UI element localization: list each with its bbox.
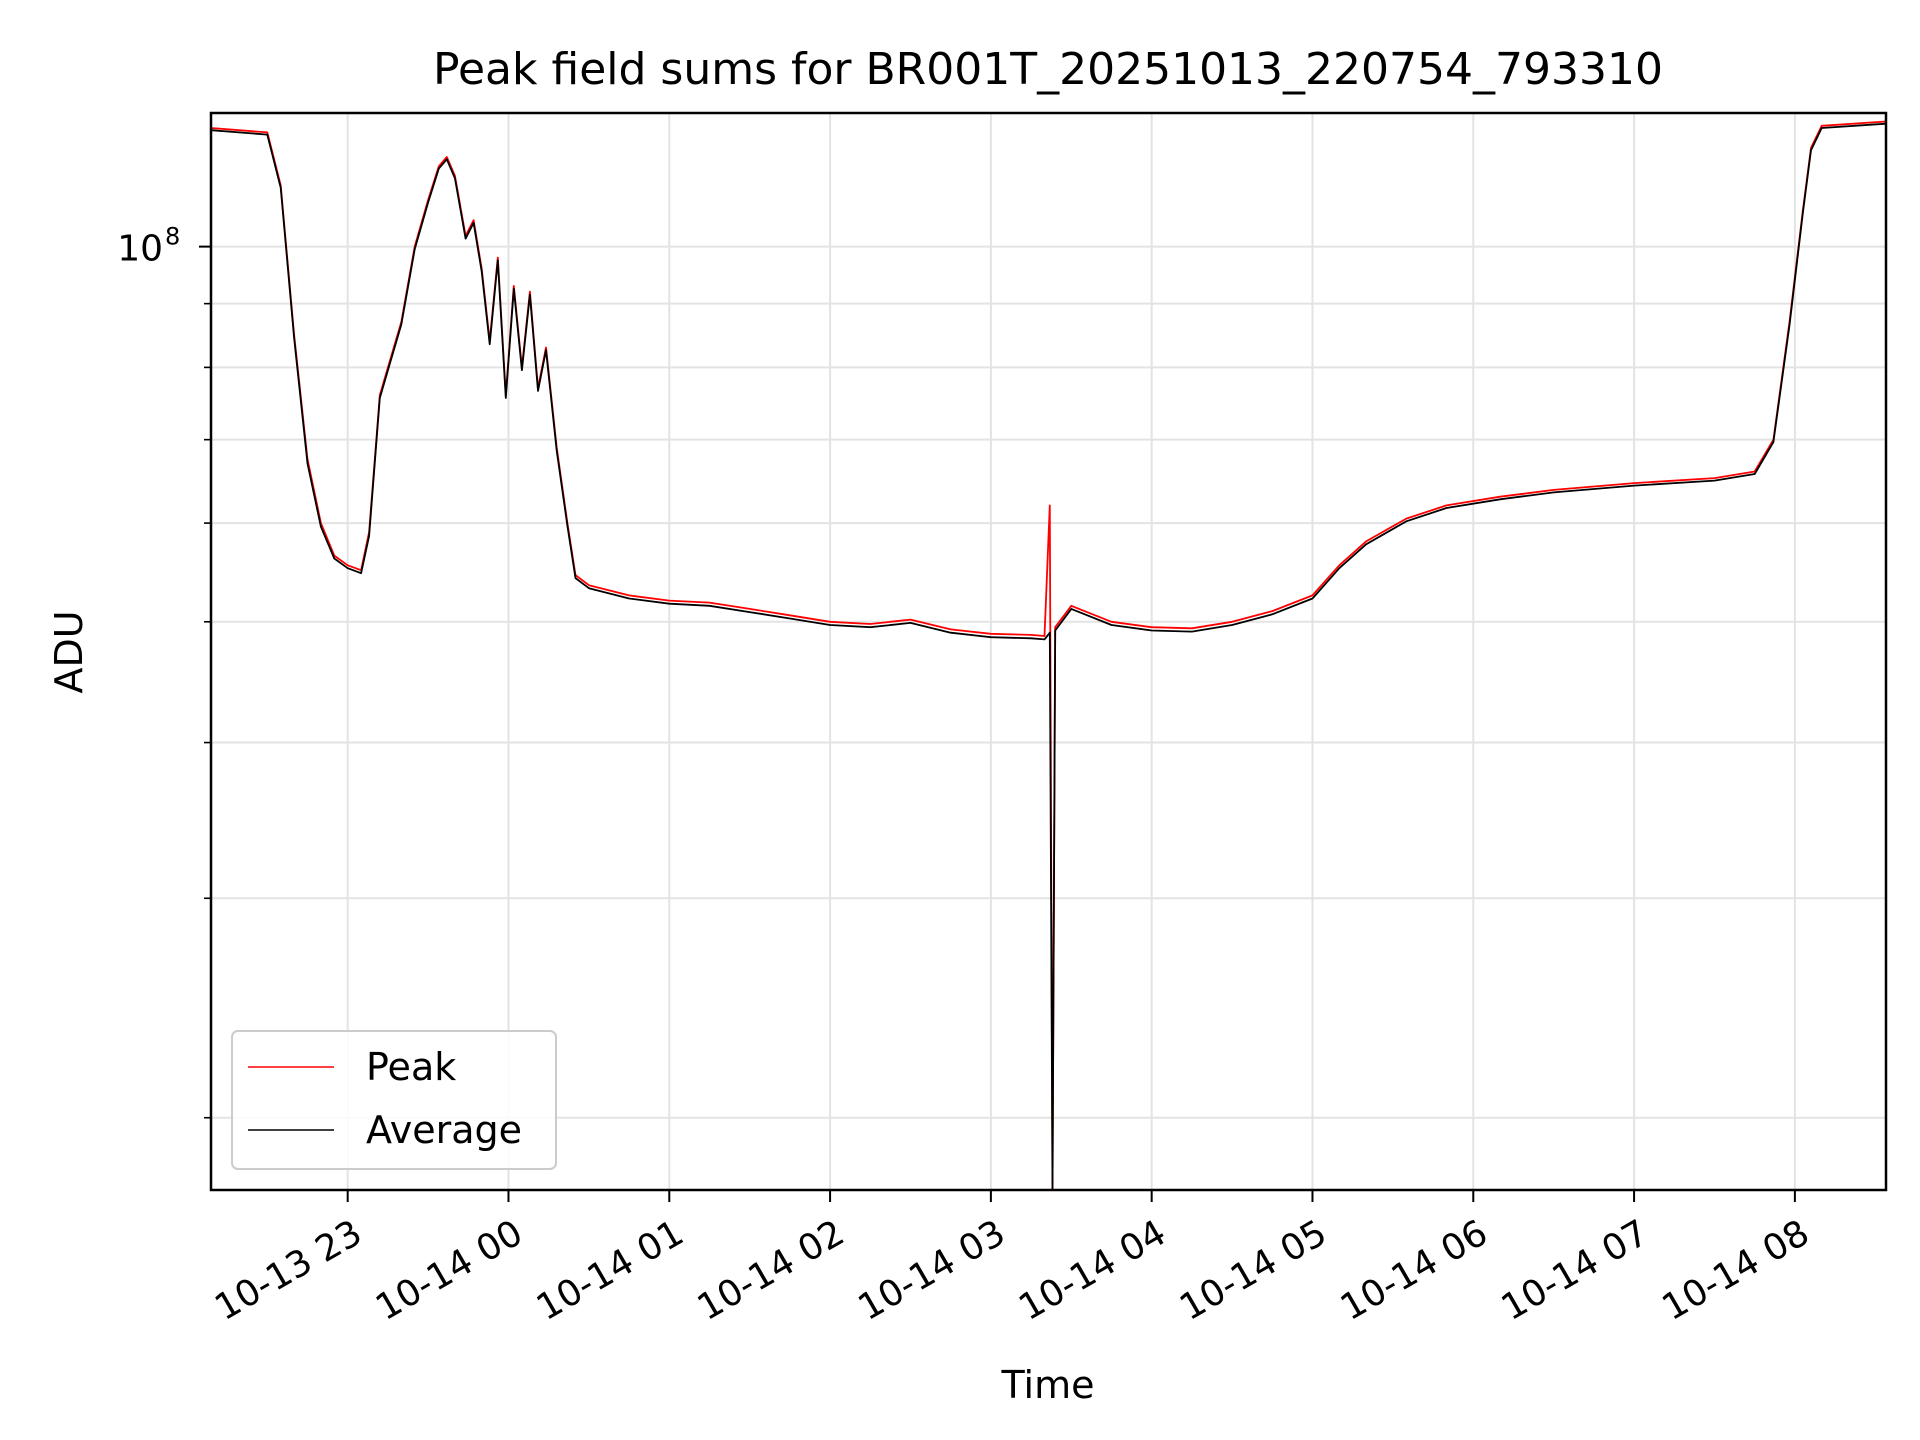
plot-frame (209, 111, 1888, 1192)
series-line-average (210, 122, 1887, 1191)
y-tick-label-exponent: 8 (165, 223, 180, 251)
y-axis-label: ADU (47, 610, 91, 693)
y-tick-label-base: 10 (117, 229, 163, 270)
legend-box (231, 1030, 557, 1170)
legend-label-average: Average (366, 1108, 522, 1152)
legend: Peak Average (231, 1030, 557, 1170)
series-lines (210, 120, 1887, 1191)
legend-label-peak: Peak (366, 1045, 456, 1089)
x-axis-label: Time (1001, 1363, 1095, 1407)
chart-title: Peak field sums for BR001T_20251013_2207… (433, 44, 1663, 95)
